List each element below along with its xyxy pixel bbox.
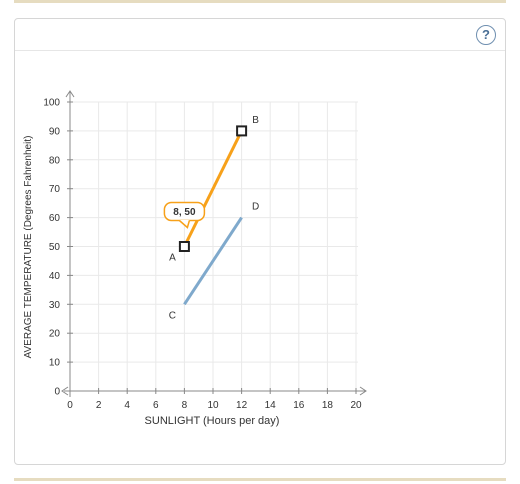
value-tooltip: 8, 50	[163, 201, 206, 229]
series[interactable]	[178, 125, 248, 306]
tooltip-text: 8, 50	[173, 207, 196, 218]
panel-header: ?	[15, 19, 505, 51]
axes	[61, 90, 367, 397]
tooltip-pointer	[178, 219, 191, 229]
point-label-A: A	[169, 253, 176, 264]
tick-labels: 0 2 4 6 8 10 12 14 16 18 20 0 10 20 30 40 50 60 70 80 90 100	[43, 98, 362, 412]
point-marker-A[interactable]	[178, 241, 190, 252]
x-tick-label: 4	[124, 400, 130, 411]
x-tick-label: 10	[207, 400, 219, 411]
y-tick-label: 30	[49, 300, 61, 311]
y-axis-arrow	[65, 90, 75, 98]
series-line-2[interactable]	[183, 216, 243, 306]
point-marker-B[interactable]	[236, 125, 248, 137]
bottom-divider	[14, 478, 506, 481]
y-tick-label: 90	[49, 126, 61, 137]
point-labels: A B C D 8, 50	[163, 115, 259, 321]
y-tick-label: 100	[43, 98, 60, 109]
top-divider	[14, 0, 506, 3]
x-tick-label: 6	[153, 400, 159, 411]
series-line-1[interactable]	[183, 130, 243, 248]
y-tick-label: 60	[49, 213, 61, 224]
x-tick-label: 12	[236, 400, 248, 411]
x-tick-label: 14	[265, 400, 277, 411]
x-axis-arrow	[359, 386, 367, 396]
point-label-D: D	[252, 202, 259, 213]
point-label-C: C	[169, 310, 176, 321]
y-tick-label: 0	[54, 387, 60, 398]
x-axis-title: SUNLIGHT (Hours per day)	[145, 415, 280, 427]
x-tick-label: 16	[293, 400, 305, 411]
y-axis-title: AVERAGE TEMPERATURE (Degrees Fahrenheit)	[23, 136, 34, 359]
y-tick-label: 80	[49, 155, 61, 166]
y-tick-label: 10	[49, 358, 61, 369]
x-tick-label: 0	[67, 400, 73, 411]
point-label-B: B	[252, 115, 259, 126]
y-tick-label: 50	[49, 242, 61, 253]
x-tick-label: 18	[322, 400, 334, 411]
y-tick-label: 20	[49, 329, 61, 340]
help-icon[interactable]: ?	[476, 25, 496, 45]
y-tick-label: 40	[49, 271, 61, 282]
y-tick-label: 70	[49, 184, 61, 195]
x-tick-label: 8	[182, 400, 188, 411]
grid	[70, 101, 358, 391]
x-tick-label: 2	[96, 400, 102, 411]
x-tick-label: 20	[350, 400, 362, 411]
x-axis-left-arrow	[61, 386, 69, 396]
